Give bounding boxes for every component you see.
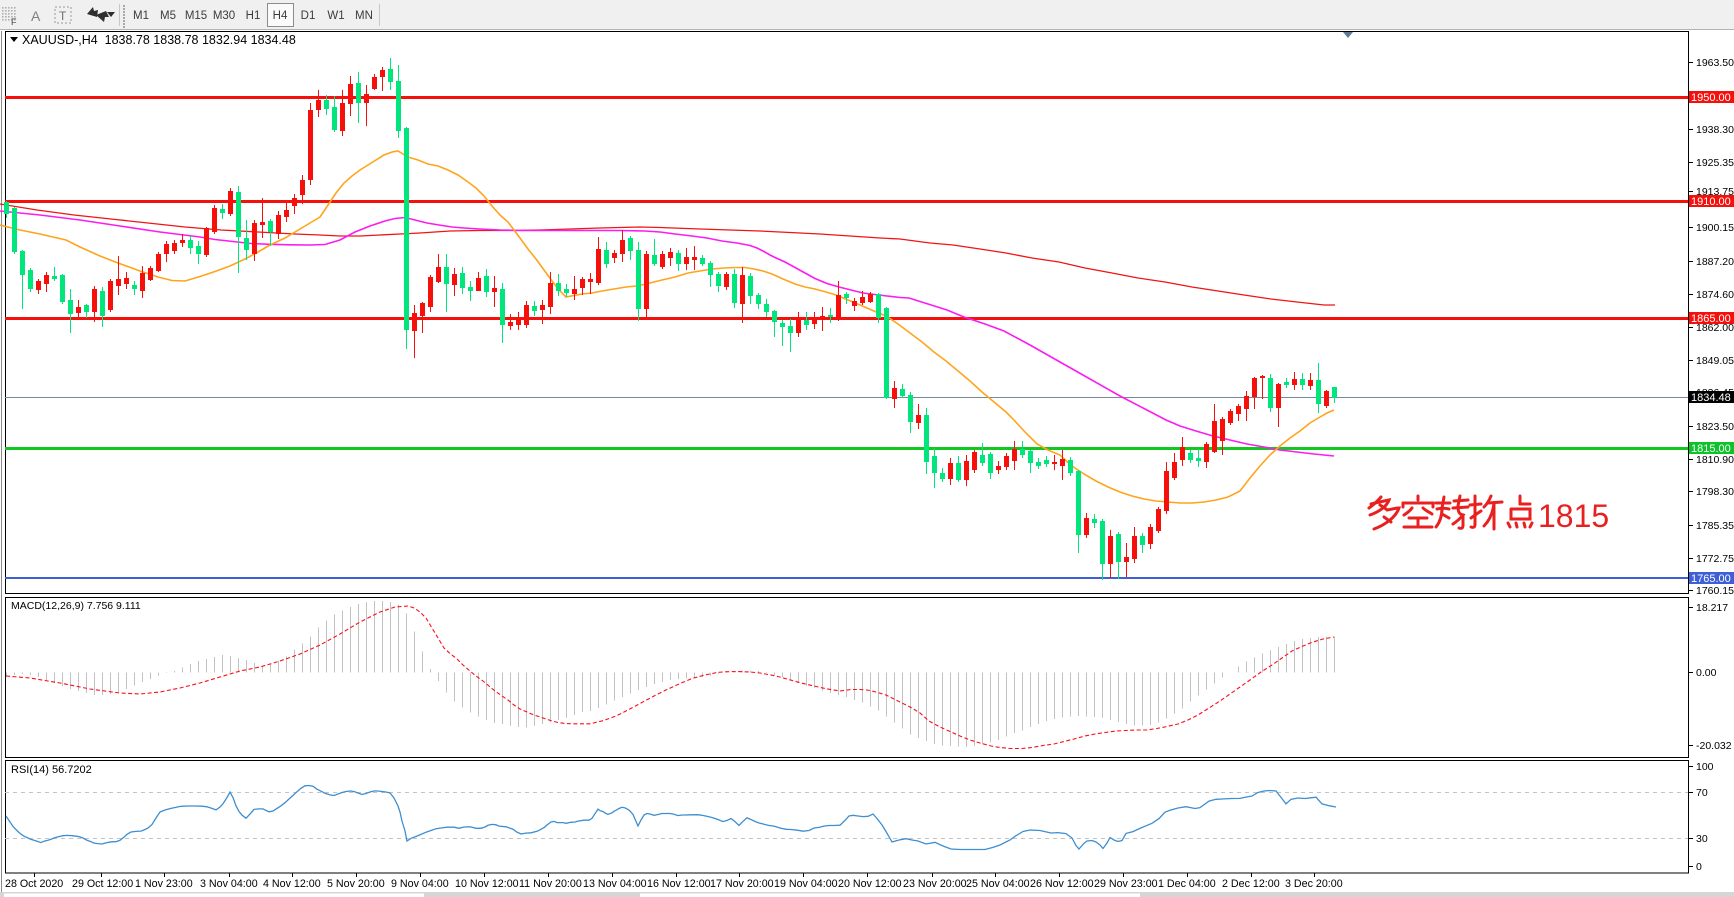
svg-text:1865.00: 1865.00 xyxy=(1691,313,1731,325)
svg-text:17 Nov 20:00: 17 Nov 20:00 xyxy=(710,878,774,890)
svg-text:D1: D1 xyxy=(301,10,316,22)
svg-text:1963.50: 1963.50 xyxy=(1696,57,1734,69)
svg-text:XAUUSD-,H4 1838.78 1838.78 18: XAUUSD-,H4 1838.78 1838.78 1832.94 1834.… xyxy=(22,33,296,47)
svg-text:3 Dec 20:00: 3 Dec 20:00 xyxy=(1285,878,1343,890)
svg-text:0.00: 0.00 xyxy=(1696,667,1717,679)
svg-text:W1: W1 xyxy=(327,10,344,22)
svg-text:1938.30: 1938.30 xyxy=(1696,124,1734,136)
svg-text:9 Nov 04:00: 9 Nov 04:00 xyxy=(391,878,449,890)
svg-text:29 Nov 23:00: 29 Nov 23:00 xyxy=(1094,878,1158,890)
svg-text:23 Nov 20:00: 23 Nov 20:00 xyxy=(903,878,967,890)
svg-text:3 Nov 04:00: 3 Nov 04:00 xyxy=(200,878,258,890)
svg-text:M30: M30 xyxy=(213,10,235,22)
svg-text:1765.00: 1765.00 xyxy=(1691,573,1731,585)
svg-text:1874.60: 1874.60 xyxy=(1696,289,1734,301)
svg-text:0: 0 xyxy=(1696,861,1702,873)
svg-text:F: F xyxy=(11,17,17,27)
svg-text:1772.75: 1772.75 xyxy=(1696,553,1734,565)
svg-text:M15: M15 xyxy=(185,10,207,22)
svg-text:2 Dec 12:00: 2 Dec 12:00 xyxy=(1222,878,1280,890)
svg-text:1785.35: 1785.35 xyxy=(1696,520,1734,532)
svg-text:1900.15: 1900.15 xyxy=(1696,222,1734,234)
svg-text:1815: 1815 xyxy=(1538,498,1609,534)
svg-text:30: 30 xyxy=(1696,833,1708,845)
svg-text:A: A xyxy=(31,8,41,24)
svg-text:1925.35: 1925.35 xyxy=(1696,157,1734,169)
svg-text:1823.50: 1823.50 xyxy=(1696,421,1734,433)
svg-text:1798.30: 1798.30 xyxy=(1696,486,1734,498)
svg-text:1910.00: 1910.00 xyxy=(1691,196,1731,208)
svg-text:26 Nov 12:00: 26 Nov 12:00 xyxy=(1030,878,1094,890)
svg-text:1815.00: 1815.00 xyxy=(1691,443,1731,455)
svg-text:11 Nov 20:00: 11 Nov 20:00 xyxy=(519,878,582,890)
svg-text:H4: H4 xyxy=(273,10,288,22)
svg-text:MACD(12,26,9) 7.756 9.111: MACD(12,26,9) 7.756 9.111 xyxy=(11,600,141,612)
svg-text:29 Oct 12:00: 29 Oct 12:00 xyxy=(72,878,133,890)
svg-text:25 Nov 04:00: 25 Nov 04:00 xyxy=(966,878,1030,890)
svg-text:1834.48: 1834.48 xyxy=(1691,392,1731,404)
svg-text:1862.00: 1862.00 xyxy=(1696,322,1734,334)
svg-text:100: 100 xyxy=(1696,761,1714,773)
svg-text:M1: M1 xyxy=(133,10,149,22)
svg-text:18.217: 18.217 xyxy=(1696,602,1728,614)
svg-text:1950.00: 1950.00 xyxy=(1691,92,1731,104)
svg-text:1887.20: 1887.20 xyxy=(1696,256,1734,268)
svg-text:MN: MN xyxy=(355,10,373,22)
svg-text:RSI(14) 56.7202: RSI(14) 56.7202 xyxy=(11,764,92,776)
svg-text:H1: H1 xyxy=(246,10,261,22)
svg-text:16 Nov 12:00: 16 Nov 12:00 xyxy=(647,878,711,890)
svg-text:5 Nov 20:00: 5 Nov 20:00 xyxy=(327,878,385,890)
svg-text:10 Nov 12:00: 10 Nov 12:00 xyxy=(455,878,519,890)
svg-text:-20.032: -20.032 xyxy=(1696,740,1732,752)
svg-text:13 Nov 04:00: 13 Nov 04:00 xyxy=(583,878,647,890)
svg-text:1849.05: 1849.05 xyxy=(1696,355,1734,367)
svg-text:28 Oct 2020: 28 Oct 2020 xyxy=(5,878,63,890)
svg-text:1 Dec 04:00: 1 Dec 04:00 xyxy=(1158,878,1216,890)
svg-text:1760.15: 1760.15 xyxy=(1696,585,1734,597)
svg-text:4 Nov 12:00: 4 Nov 12:00 xyxy=(263,878,321,890)
svg-text:70: 70 xyxy=(1696,787,1708,799)
svg-text:1810.90: 1810.90 xyxy=(1696,454,1734,466)
svg-text:1 Nov 23:00: 1 Nov 23:00 xyxy=(135,878,193,890)
svg-text:20 Nov 12:00: 20 Nov 12:00 xyxy=(838,878,902,890)
svg-text:M5: M5 xyxy=(160,10,176,22)
svg-text:19 Nov 04:00: 19 Nov 04:00 xyxy=(774,878,838,890)
svg-text:T: T xyxy=(59,9,67,23)
